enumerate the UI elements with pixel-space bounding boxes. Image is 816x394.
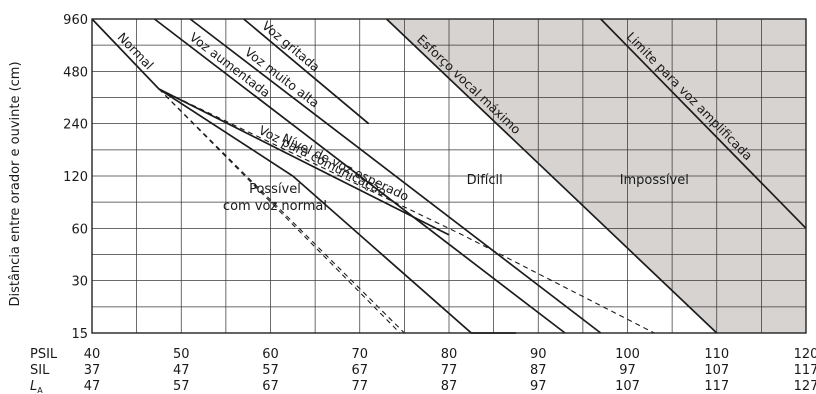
x-tick-label-sil: 77 (441, 363, 458, 378)
x-tick-label-psil: 50 (173, 347, 190, 362)
series-line-dashed (158, 88, 401, 334)
x-tick-label-psil: 40 (84, 347, 101, 362)
x-tick-label-la: 127 (794, 379, 816, 394)
y-tick-label: 15 (71, 327, 88, 342)
x-tick-label-la: 87 (441, 379, 458, 394)
x-tick-label-la: 117 (704, 379, 729, 394)
series-line-limite-para-voz-amplificada (600, 18, 807, 229)
x-tick-label-sil: 107 (704, 363, 729, 378)
y-tick-label: 240 (63, 118, 88, 133)
x-tick-label-sil: 57 (262, 363, 279, 378)
x-tick-label-la: 47 (84, 379, 101, 394)
x-tick-label-sil: 47 (173, 363, 190, 378)
region-label-impossivel: Impossível (620, 173, 689, 188)
x-tick-label-sil: 97 (619, 363, 636, 378)
series-line-nivel-de-voz-esperado (158, 88, 655, 334)
x-tick-label-psil: 100 (615, 347, 640, 362)
x-tick-label-la: 97 (530, 379, 547, 394)
series-line-voz-aumentada (153, 18, 566, 334)
x-tick-label-la: 107 (615, 379, 640, 394)
x-tick-label-sil: 87 (530, 363, 547, 378)
y-tick-label: 30 (71, 275, 88, 290)
x-tick-label-psil: 120 (794, 347, 816, 362)
series-line-voz-para-comunicacao (158, 88, 450, 236)
y-tick-label: 960 (63, 13, 88, 28)
x-row-label-la: LA (30, 379, 43, 394)
x-tick-label-la: 67 (262, 379, 279, 394)
x-tick-label-sil: 67 (351, 363, 368, 378)
region-label-possivel-com-voz-normal: Possível (249, 182, 301, 197)
x-row-label-sil: SIL (30, 363, 50, 378)
series-line-voz-muito-alta (189, 18, 602, 334)
plot-frame (91, 18, 807, 334)
series-label-normal: Normal (115, 29, 157, 72)
x-tick-label-psil: 80 (441, 347, 458, 362)
x-tick-label-psil: 90 (530, 347, 547, 362)
series-lines (91, 18, 807, 334)
y-tick-labels: 15 30 60 120 240 480 960 (63, 13, 88, 342)
x-tick-label-sil: 117 (794, 363, 816, 378)
y-tick-label: 120 (63, 170, 88, 185)
grid (92, 19, 806, 333)
x-tick-label-psil: 60 (262, 347, 279, 362)
x-tick-label-la: 57 (173, 379, 190, 394)
x-tick-label-psil: 110 (704, 347, 729, 362)
series-line-esforco-vocal-maximo (385, 18, 718, 334)
series-line-voz-gritada (243, 18, 370, 125)
x-tick-label-sil: 37 (84, 363, 101, 378)
x-tick-label-la: 77 (351, 379, 368, 394)
y-tick-label: 480 (63, 65, 88, 80)
y-axis-label: Distância entre orador e ouvinte (cm) (8, 61, 23, 306)
y-tick-label: 60 (71, 222, 88, 237)
region-label-possivel-com-voz-normal: com voz normal (223, 199, 327, 214)
region-label-dificil: Difícil (467, 173, 503, 188)
x-tick-label-psil: 70 (351, 347, 368, 362)
x-row-label-psil: PSIL (30, 347, 58, 362)
